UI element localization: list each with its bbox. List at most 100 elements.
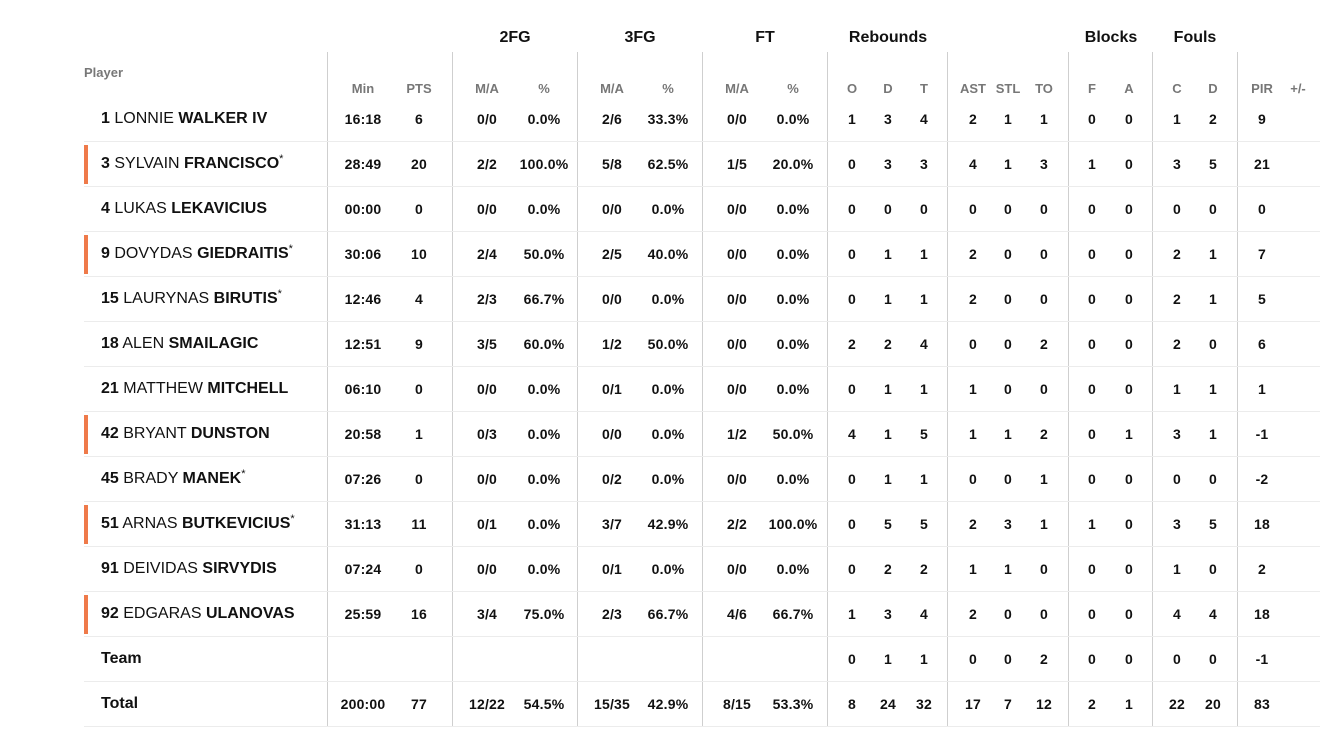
starter-asterisk: * xyxy=(288,243,293,255)
player-row-18-ft-ma: 0/0 xyxy=(726,336,748,352)
player-row-45-foul-c: 0 xyxy=(1173,471,1181,487)
player-row-18-2fg-ma: 3/5 xyxy=(476,336,498,352)
player-row-15-blk-f: 0 xyxy=(1088,291,1096,307)
player-row-91-to: 0 xyxy=(1040,561,1048,577)
player-row-1-reb-d: 3 xyxy=(884,111,892,127)
player-row-9-blk-f: 0 xyxy=(1088,246,1096,262)
player-row-45-3fg-pct: 0.0% xyxy=(651,471,685,487)
player-row-15-to: 0 xyxy=(1040,291,1048,307)
team-row-reb-t: 1 xyxy=(920,651,928,667)
player-row-42-foul-d: 1 xyxy=(1209,426,1217,442)
total-row-min: 200:00 xyxy=(340,696,386,712)
column-header-pts: PTS xyxy=(406,81,432,96)
column-header-2fg-ma: M/A xyxy=(475,81,499,96)
team-row-ast: 0 xyxy=(969,651,977,667)
player-row-1-blk-f: 0 xyxy=(1088,111,1096,127)
player-last-name: MITCHELL xyxy=(207,380,289,397)
player-row-45-reb-t: 1 xyxy=(920,471,928,487)
player-row-1-pir: 9 xyxy=(1258,111,1266,127)
player-row-15-min: 12:46 xyxy=(344,291,382,307)
player-row-9-2fg-pct: 50.0% xyxy=(523,246,565,262)
column-header-to: TO xyxy=(1035,81,1053,96)
player-row-3-pir: 21 xyxy=(1254,156,1270,172)
player-row-3-ft-ma: 1/5 xyxy=(726,156,748,172)
player-row-42-reb-d: 1 xyxy=(884,426,892,442)
player-first-name: MATTHEW xyxy=(123,380,203,397)
player-last-name: MANEK xyxy=(182,470,242,487)
column-header-foul-d: D xyxy=(1208,81,1218,96)
player-row-51-pir: 18 xyxy=(1254,516,1270,532)
player-row-42-ft-pct: 50.0% xyxy=(772,426,814,442)
player-row-9-3fg-ma: 2/5 xyxy=(601,246,623,262)
player-row-92-pir: 18 xyxy=(1254,606,1270,622)
player-row-9-pir: 7 xyxy=(1258,246,1266,262)
player-row-45-min: 07:26 xyxy=(344,471,382,487)
player-name: 51 ARNAS BUTKEVICIUS* xyxy=(101,513,295,533)
player-row-51-pts: 11 xyxy=(411,516,427,532)
player-row-51-3fg-pct: 42.9% xyxy=(647,516,689,532)
player-row-15-ft-ma: 0/0 xyxy=(726,291,748,307)
player-row-92-ft-ma: 4/6 xyxy=(726,606,748,622)
player-row-1-foul-d: 2 xyxy=(1209,111,1217,127)
player-row-18-reb-t: 4 xyxy=(920,336,928,352)
player-number: 51 xyxy=(101,515,119,532)
player-row-9-to: 0 xyxy=(1040,246,1048,262)
player-row-42-blk-f: 0 xyxy=(1088,426,1096,442)
player-name: 3 SYLVAIN FRANCISCO* xyxy=(101,153,283,173)
player-row-45-ast: 0 xyxy=(969,471,977,487)
player-row-1-stl: 1 xyxy=(1004,111,1012,127)
player-row-4-reb-o: 0 xyxy=(848,201,856,217)
player-row-4-stl: 0 xyxy=(1004,201,1012,217)
player-row-15-foul-d: 1 xyxy=(1209,291,1217,307)
player-row-21-reb-o: 0 xyxy=(848,381,856,397)
player-row-9-blk-a: 0 xyxy=(1125,246,1133,262)
player-row-45-blk-f: 0 xyxy=(1088,471,1096,487)
total-row-reb-o: 8 xyxy=(848,696,856,712)
player-number: 9 xyxy=(101,245,110,262)
total-row-blk-f: 2 xyxy=(1088,696,1096,712)
player-row-1-ft-ma: 0/0 xyxy=(726,111,748,127)
player-row-45-reb-d: 1 xyxy=(884,471,892,487)
player-row-51-ft-pct: 100.0% xyxy=(768,516,818,532)
starter-indicator xyxy=(84,415,88,454)
player-row-15-stl: 0 xyxy=(1004,291,1012,307)
player-row-91-ast: 1 xyxy=(969,561,977,577)
player-row-92-reb-o: 1 xyxy=(848,606,856,622)
player-row-91-blk-a: 0 xyxy=(1125,561,1133,577)
player-name: 1 LONNIE WALKER IV xyxy=(101,110,267,128)
player-row-42-reb-o: 4 xyxy=(848,426,856,442)
player-row-92-min: 25:59 xyxy=(344,606,382,622)
player-last-name: WALKER IV xyxy=(178,110,268,127)
player-row-92-foul-d: 4 xyxy=(1209,606,1217,622)
player-row-15-foul-c: 2 xyxy=(1173,291,1181,307)
column-header-stl: STL xyxy=(995,81,1021,96)
column-divider xyxy=(1152,52,1153,727)
player-row-18-reb-o: 2 xyxy=(848,336,856,352)
player-last-name: BUTKEVICIUS xyxy=(181,515,291,532)
team-row-reb-d: 1 xyxy=(884,651,892,667)
player-row-9-3fg-pct: 40.0% xyxy=(647,246,689,262)
total-row-ast: 17 xyxy=(965,696,981,712)
player-row-3-ast: 4 xyxy=(969,156,977,172)
player-row-1-2fg-pct: 0.0% xyxy=(527,111,561,127)
player-row-51-foul-c: 3 xyxy=(1173,516,1181,532)
player-row-18-ft-pct: 0.0% xyxy=(776,336,810,352)
player-first-name: BRADY xyxy=(123,470,179,487)
player-row-1-min: 16:18 xyxy=(344,111,382,127)
total-row-3fg-pct: 42.9% xyxy=(647,696,689,712)
player-row-1-blk-a: 0 xyxy=(1125,111,1133,127)
group-header-blocks: Blocks xyxy=(1084,29,1138,46)
player-last-name: LEKAVICIUS xyxy=(171,200,267,217)
player-row-45-2fg-pct: 0.0% xyxy=(527,471,561,487)
total-row-ft-ma: 8/15 xyxy=(722,696,752,712)
player-row-15-3fg-ma: 0/0 xyxy=(601,291,623,307)
row-divider xyxy=(84,141,1320,142)
player-first-name: ALEN xyxy=(122,335,165,352)
row-divider xyxy=(84,186,1320,187)
player-row-51-reb-o: 0 xyxy=(848,516,856,532)
player-name: 45 BRADY MANEK* xyxy=(101,468,246,488)
player-row-1-reb-o: 1 xyxy=(848,111,856,127)
player-row-18-foul-c: 2 xyxy=(1173,336,1181,352)
player-row-1-pts: 6 xyxy=(415,111,423,127)
player-row-9-ft-pct: 0.0% xyxy=(776,246,810,262)
